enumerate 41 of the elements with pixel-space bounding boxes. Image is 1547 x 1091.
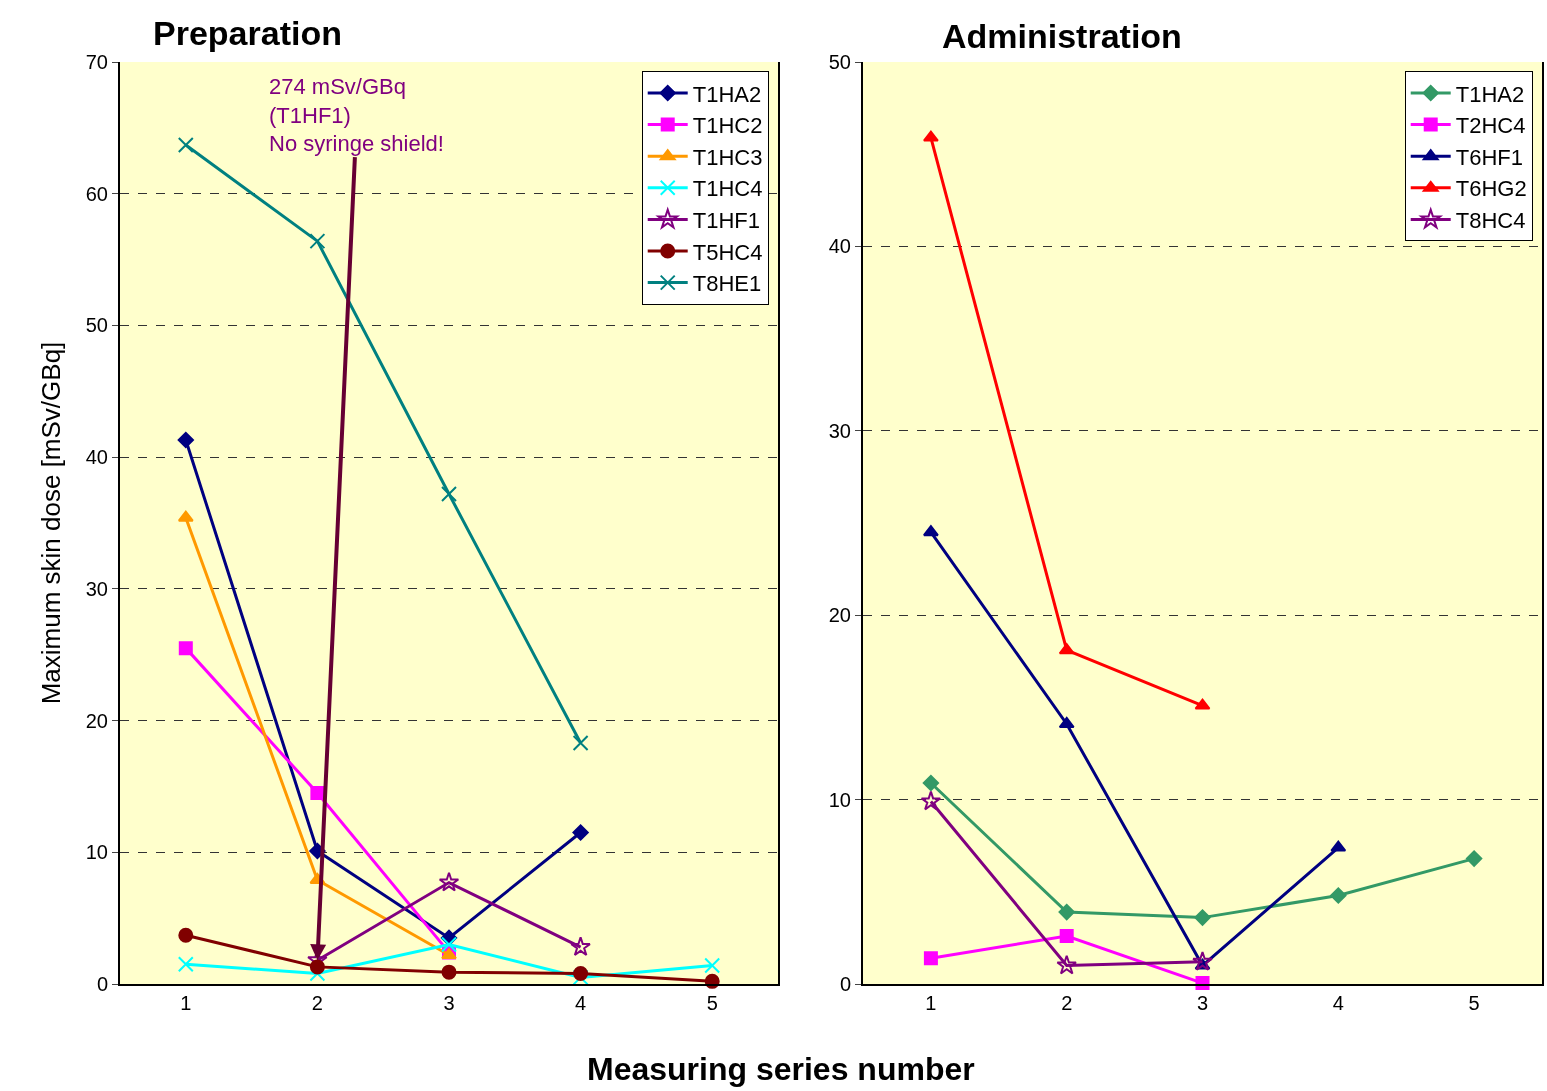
y-tick-label: 40	[85, 446, 108, 469]
y-tick-label: 0	[96, 973, 108, 995]
legend-label: T1HF1	[692, 208, 760, 233]
chart-title: Administration	[942, 17, 1182, 55]
annotation: 274 mSv/GBq (T1HF1) No syringe shield!	[269, 74, 444, 157]
y-tick-label: 20	[85, 709, 108, 732]
legend-label: T1HA2	[692, 81, 762, 107]
y-tick-label: 10	[85, 841, 108, 864]
legend-label: T1HC2	[692, 113, 763, 139]
y-tick-label: 50	[85, 314, 108, 337]
legend-label: T2HC4	[1455, 113, 1526, 139]
y-tick-label: 0	[839, 973, 851, 995]
legend-label: T8HE1	[692, 271, 762, 297]
y-tick-label: 60	[85, 182, 108, 205]
legend-label: T8HC4	[1455, 208, 1526, 233]
x-tick-label: 3	[1196, 992, 1209, 1014]
x-axis-title: Measuring series number	[587, 1051, 975, 1087]
y-tick-label: 50	[828, 51, 851, 73]
y-tick-label: 30	[828, 419, 851, 442]
y-tick-label: 10	[828, 788, 851, 811]
chart-title: Preparation	[153, 14, 342, 52]
x-tick-label: 4	[575, 992, 587, 1014]
x-tick-label: 4	[1332, 992, 1344, 1014]
legend-label: T1HA2	[1455, 81, 1525, 107]
x-tick-label: 2	[311, 992, 323, 1014]
y-tick-label: 40	[828, 235, 851, 258]
y-tick-label: 30	[85, 577, 108, 600]
y-tick-label: 70	[85, 51, 108, 73]
x-tick-label: 5	[1468, 992, 1480, 1014]
legend-label: T1HC3	[692, 144, 763, 170]
x-tick-label: 3	[443, 992, 455, 1014]
x-tick-label: 1	[180, 992, 192, 1014]
legend-label: T6HF1	[1455, 144, 1523, 170]
y-axis-title: Maximum skin dose [mSv/GBq]	[35, 341, 66, 705]
x-tick-label: 2	[1061, 992, 1073, 1014]
x-tick-label: 5	[706, 992, 718, 1014]
x-tick-label: 1	[925, 992, 937, 1014]
legend-label: T1HC4	[692, 176, 763, 202]
legend-label: T6HG2	[1455, 176, 1527, 202]
y-tick-label: 20	[828, 604, 851, 627]
legend-label: T5HC4	[692, 239, 763, 265]
